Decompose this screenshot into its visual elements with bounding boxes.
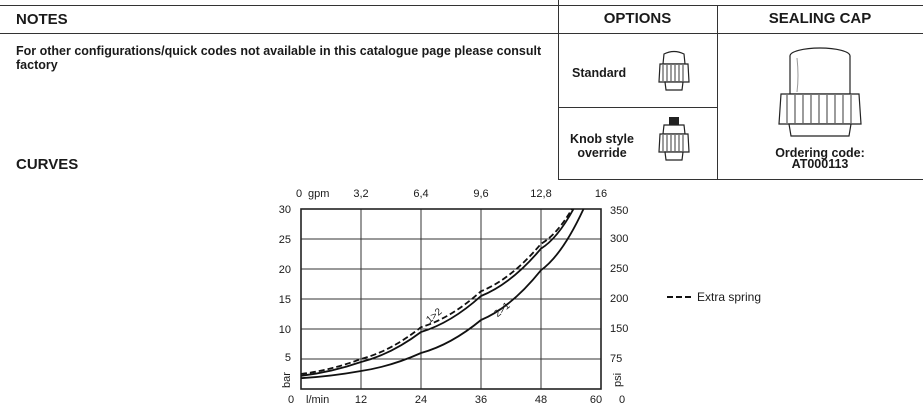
y-left-axis-label: bar xyxy=(281,372,293,388)
y-left-tick: 30 xyxy=(279,204,291,216)
options-row-divider xyxy=(558,107,717,108)
y-right-axis-label: psi xyxy=(612,373,624,387)
sealing-left-border xyxy=(717,5,718,180)
y-left-tick: 5 xyxy=(285,352,291,364)
x-top-tick: 6,4 xyxy=(413,188,428,200)
x-bottom-tick: 48 xyxy=(535,394,547,406)
y-left-tick: 25 xyxy=(279,234,291,246)
y-right-tick: 150 xyxy=(610,323,628,335)
x-bottom-tick: 0 xyxy=(288,394,294,406)
notes-title: NOTES xyxy=(16,11,68,28)
x-top-axis-label: gpm xyxy=(308,188,329,200)
knob-override-icon xyxy=(658,117,690,161)
legend-label-1: Extra spring xyxy=(697,290,761,304)
x-bottom-axis-label: l/min xyxy=(306,394,329,406)
y-right-tick: 0 xyxy=(619,394,625,406)
x-top-tick: 3,2 xyxy=(353,188,368,200)
x-bottom-tick: 24 xyxy=(415,394,427,406)
x-top-tick: 16 xyxy=(595,188,607,200)
y-left-tick: 15 xyxy=(279,294,291,306)
x-bottom-tick: 36 xyxy=(475,394,487,406)
x-top-tick: 0 xyxy=(296,188,302,200)
curves-title: CURVES xyxy=(16,156,79,173)
series-line-2 xyxy=(300,208,585,380)
y-left-tick: 20 xyxy=(279,264,291,276)
y-right-tick: 350 xyxy=(610,205,628,217)
options-left-border xyxy=(558,0,559,180)
y-right-tick: 250 xyxy=(610,263,628,275)
y-right-tick: 200 xyxy=(610,293,628,305)
header-row-border xyxy=(0,33,923,34)
table-top-border xyxy=(0,5,923,6)
series-line-1 xyxy=(300,208,573,375)
option-knob-label: Knob style override xyxy=(570,132,634,160)
option-standard-label: Standard xyxy=(572,66,627,80)
x-top-tick: 12,8 xyxy=(530,188,551,200)
ordering-code-value: AT000113 xyxy=(791,157,849,171)
table-bottom-border xyxy=(558,179,923,180)
y-right-tick: 400 xyxy=(610,0,628,3)
sealing-cap-icon xyxy=(778,47,862,137)
x-bottom-tick: 12 xyxy=(355,394,367,406)
plot-frame xyxy=(300,208,602,390)
y-left-tick: 10 xyxy=(279,324,291,336)
sealing-cap-title: SEALING CAP xyxy=(768,10,872,27)
y-right-tick: 75 xyxy=(610,353,622,365)
standard-cap-icon xyxy=(658,50,690,91)
ordering-code-label: Ordering code: xyxy=(775,146,865,160)
notes-text: For other configurations/quick codes not… xyxy=(16,44,542,72)
x-top-tick: 9,6 xyxy=(473,188,488,200)
options-title: OPTIONS xyxy=(603,10,672,27)
x-bottom-tick: 60 xyxy=(590,394,602,406)
series-line-0 xyxy=(300,208,575,377)
y-right-tick: 300 xyxy=(610,233,628,245)
